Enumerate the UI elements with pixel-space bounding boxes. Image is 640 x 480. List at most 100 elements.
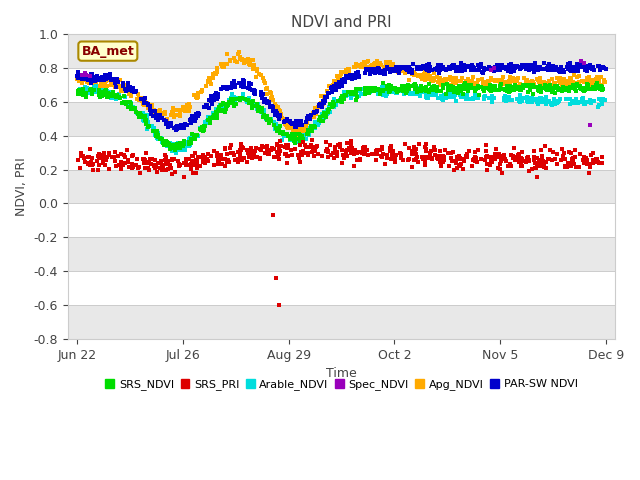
Point — [266, 90, 276, 97]
Point — [244, 151, 255, 158]
Point — [296, 122, 306, 130]
Point — [479, 81, 489, 89]
Point — [193, 89, 203, 97]
Point — [175, 146, 185, 154]
Point — [488, 95, 498, 102]
Point — [505, 82, 515, 90]
Point — [119, 92, 129, 99]
Point — [374, 65, 384, 73]
Point — [494, 86, 504, 94]
Point — [360, 90, 370, 97]
Point — [188, 115, 198, 122]
Point — [449, 88, 459, 96]
Point — [296, 148, 307, 156]
Point — [448, 61, 458, 69]
Point — [436, 62, 446, 70]
Point — [285, 124, 296, 132]
Point — [192, 162, 202, 169]
Point — [214, 106, 224, 113]
Point — [402, 87, 412, 95]
Point — [394, 63, 404, 71]
Point — [286, 124, 296, 132]
Point — [148, 107, 158, 115]
Point — [312, 107, 323, 114]
Point — [433, 153, 443, 160]
Point — [337, 93, 348, 100]
Point — [299, 149, 309, 156]
Point — [433, 61, 443, 69]
Point — [429, 69, 440, 77]
Point — [550, 79, 561, 86]
Point — [122, 85, 132, 93]
Point — [356, 63, 366, 71]
Point — [391, 89, 401, 96]
Point — [78, 90, 88, 98]
Point — [426, 147, 436, 155]
Point — [360, 88, 371, 96]
Point — [558, 152, 568, 160]
Point — [544, 156, 554, 163]
Point — [143, 104, 154, 112]
Point — [125, 100, 135, 108]
Point — [460, 79, 470, 86]
Point — [599, 78, 609, 85]
Title: NDVI and PRI: NDVI and PRI — [291, 15, 392, 30]
Point — [508, 74, 518, 82]
Point — [351, 85, 361, 93]
Point — [162, 141, 172, 148]
Point — [308, 147, 318, 155]
Point — [184, 135, 194, 143]
Point — [323, 109, 333, 117]
Point — [536, 146, 546, 154]
Point — [433, 78, 444, 85]
Point — [186, 160, 196, 168]
Point — [455, 63, 465, 71]
Point — [536, 89, 547, 96]
Point — [275, 129, 285, 137]
Point — [536, 94, 547, 102]
Point — [365, 68, 376, 76]
Point — [369, 69, 380, 76]
Point — [154, 113, 164, 121]
Point — [417, 63, 427, 71]
Point — [148, 112, 158, 120]
Point — [164, 141, 175, 149]
Point — [145, 106, 156, 113]
Point — [280, 144, 291, 151]
Point — [486, 98, 497, 106]
Point — [207, 72, 218, 80]
Point — [317, 102, 328, 109]
Point — [161, 166, 172, 174]
Point — [370, 60, 380, 68]
Point — [349, 150, 360, 157]
Point — [220, 101, 230, 108]
Point — [527, 98, 538, 106]
Point — [229, 151, 239, 159]
Point — [420, 68, 430, 75]
Point — [122, 99, 132, 107]
Point — [248, 97, 258, 105]
Point — [431, 83, 442, 91]
Point — [495, 65, 506, 73]
Point — [74, 77, 84, 85]
Point — [274, 156, 284, 163]
Point — [372, 61, 382, 69]
Point — [295, 142, 305, 149]
Point — [410, 85, 420, 93]
Point — [327, 88, 337, 96]
Point — [290, 123, 300, 131]
Point — [81, 90, 91, 98]
Point — [401, 65, 411, 72]
Point — [259, 96, 269, 104]
Point — [522, 77, 532, 84]
Point — [577, 77, 587, 84]
Point — [145, 160, 156, 168]
Point — [262, 84, 273, 92]
Point — [169, 111, 179, 119]
Point — [369, 87, 379, 95]
Point — [73, 156, 83, 164]
Point — [160, 109, 170, 117]
Point — [175, 144, 185, 152]
Point — [205, 78, 215, 86]
Point — [424, 66, 435, 73]
